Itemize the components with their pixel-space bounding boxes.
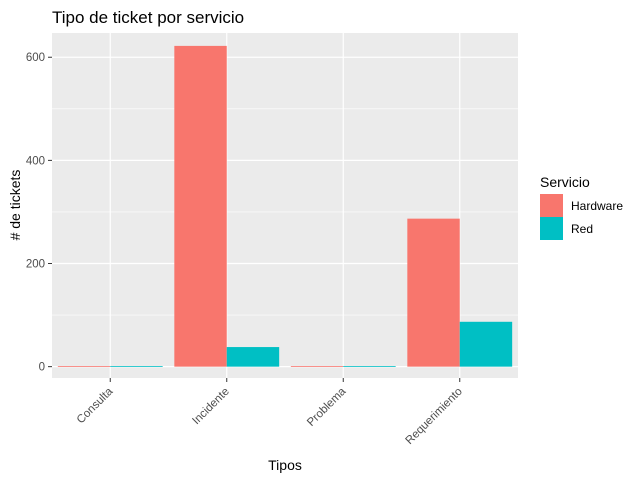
- bar-hardware-requerimiento: [407, 218, 460, 367]
- bars: [57, 45, 513, 367]
- x-tick-label: Problema: [305, 385, 349, 429]
- x-axis: Consulta Incidente Problema Requerimiento: [75, 378, 465, 447]
- y-tick-label: 600: [26, 52, 45, 64]
- chart-title: Tipo de ticket por servicio: [52, 8, 244, 27]
- bar-red-consulta: [110, 366, 163, 367]
- bar-red-problema: [343, 366, 396, 367]
- y-tick-label: 400: [26, 155, 45, 167]
- bar-hardware-consulta: [57, 366, 111, 367]
- x-tick-label: Incidente: [190, 386, 231, 427]
- y-tick-label: 200: [26, 259, 45, 271]
- x-axis-title: Tipos: [268, 457, 302, 473]
- bar-hardware-incidente: [174, 45, 227, 367]
- y-tick-label: 0: [39, 362, 45, 374]
- bar-red-incidente: [226, 347, 280, 367]
- x-tick-label: Consulta: [75, 385, 116, 426]
- bar-hardware-problema: [290, 366, 344, 367]
- bar-red-requerimiento: [459, 321, 513, 367]
- legend: Servicio Hardware Red: [540, 174, 623, 240]
- y-axis: 0 200 400 600: [26, 52, 52, 374]
- x-tick-label: Requerimiento: [403, 386, 464, 447]
- legend-title: Servicio: [540, 174, 590, 190]
- legend-label: Hardware: [571, 199, 623, 213]
- legend-label: Red: [571, 222, 593, 236]
- legend-key: [540, 194, 563, 217]
- y-axis-title: # de tickets: [7, 170, 23, 241]
- legend-key: [540, 217, 563, 240]
